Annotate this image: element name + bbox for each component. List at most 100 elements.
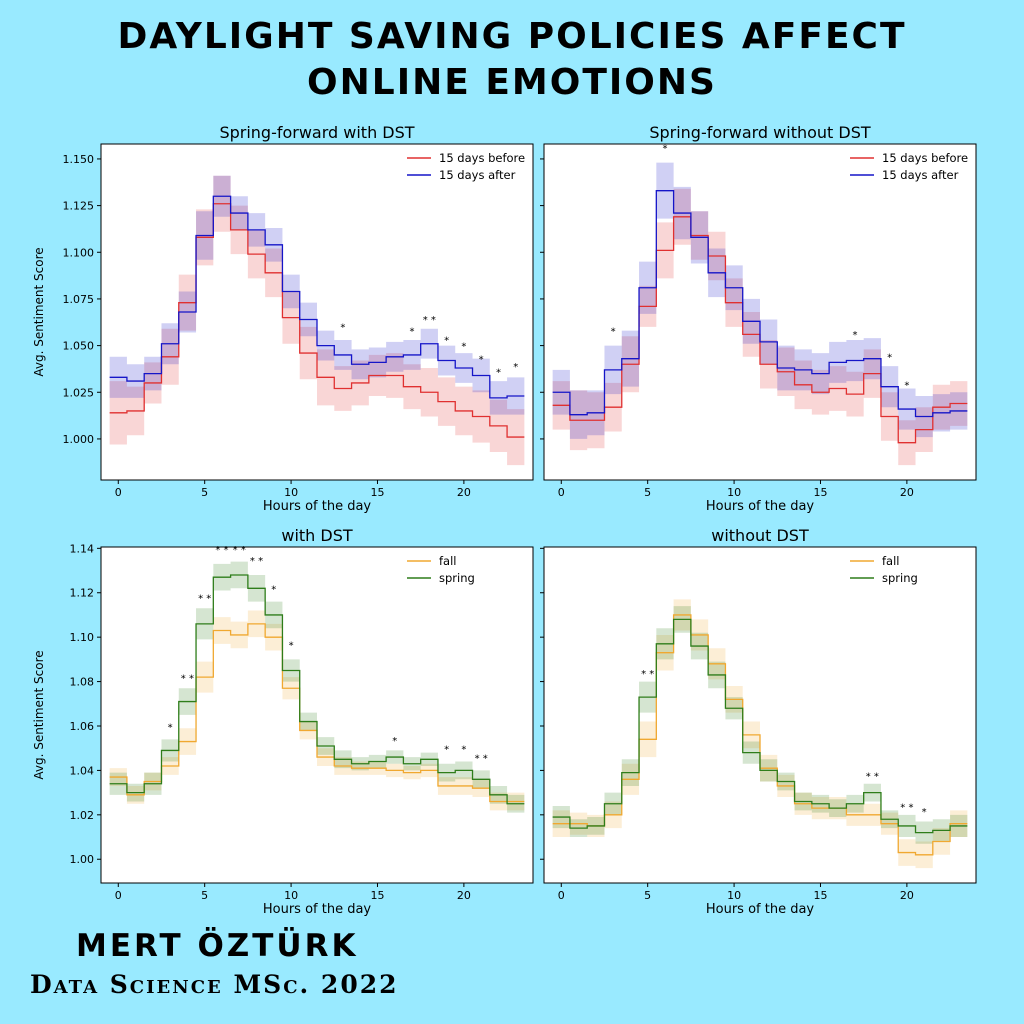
significance-marker: * xyxy=(340,323,345,334)
significance-marker: * xyxy=(922,807,927,818)
y-tick-label: 1.10 xyxy=(70,631,95,644)
legend-label-1: spring xyxy=(439,571,475,585)
x-tick-label: 0 xyxy=(115,486,122,499)
main-title: DAYLIGHT SAVING POLICIES AFFECT ONLINE E… xyxy=(0,14,1024,106)
chart-title: Spring-forward with DST xyxy=(219,123,414,142)
chart-panel-3: * * * * * * * * * * * * * * * * * * 0 5 10 15 20 1.00 1.02… xyxy=(32,526,534,917)
author-name: MERT ÖZTÜRK xyxy=(76,928,359,964)
x-tick-label: 0 xyxy=(115,889,122,902)
x-tick-label: 10 xyxy=(284,486,298,499)
significance-marker: * xyxy=(496,367,501,378)
significance-marker: * * xyxy=(866,771,879,782)
legend-label-1: 15 days after xyxy=(882,168,959,182)
y-tick-label: 1.06 xyxy=(70,720,95,733)
plot-background xyxy=(544,547,976,883)
x-tick-label: 20 xyxy=(457,889,471,902)
x-tick-label: 10 xyxy=(727,486,741,499)
x-tick-label: 10 xyxy=(284,889,298,902)
legend-label-1: 15 days after xyxy=(439,168,516,182)
significance-marker: * xyxy=(168,722,173,733)
x-axis-label: Hours of the day xyxy=(263,499,372,514)
series-line-0 xyxy=(552,216,968,444)
significance-marker: * * xyxy=(215,545,228,556)
y-tick-label: 1.04 xyxy=(70,764,95,777)
chart-title: Spring-forward without DST xyxy=(649,123,871,142)
author-degree: Data Science MSc. 2022 xyxy=(30,970,399,999)
confidence-band-1 xyxy=(552,606,968,844)
chart-panel-2: * * * * * 0 5 10 15 20 Spring-forward without DST H… xyxy=(540,123,977,514)
plot-area xyxy=(109,561,525,813)
significance-marker: * xyxy=(444,745,449,756)
x-tick-label: 0 xyxy=(558,889,565,902)
x-tick-label: 15 xyxy=(370,486,384,499)
y-tick-label: 1.02 xyxy=(70,809,95,822)
main-title-line1: DAYLIGHT SAVING POLICIES AFFECT xyxy=(117,16,907,57)
plot-frame xyxy=(100,546,534,884)
significance-marker: * xyxy=(513,362,518,373)
y-tick-label: 1.150 xyxy=(63,153,95,166)
significance-marker: * xyxy=(461,745,466,756)
x-tick-label: 10 xyxy=(727,889,741,902)
significance-marker: * * xyxy=(250,556,263,567)
y-tick-label: 1.000 xyxy=(63,433,95,446)
plot-background xyxy=(544,144,976,480)
y-tick-label: 1.100 xyxy=(63,246,95,259)
chart-title: with DST xyxy=(281,526,353,545)
significance-marker: * xyxy=(904,381,909,392)
x-tick-label: 5 xyxy=(644,889,651,902)
series-line-1 xyxy=(552,190,968,418)
x-tick-label: 20 xyxy=(457,486,471,499)
legend-label-0: 15 days before xyxy=(439,151,525,165)
y-tick-label: 1.125 xyxy=(63,200,95,213)
significance-marker: * * xyxy=(233,545,246,556)
y-tick-label: 1.12 xyxy=(70,587,95,600)
plot-area xyxy=(552,599,968,869)
confidence-band-1 xyxy=(552,162,968,439)
significance-marker: * * xyxy=(900,802,913,813)
significance-marker: * xyxy=(410,326,415,337)
y-tick-label: 1.00 xyxy=(70,853,95,866)
x-tick-label: 5 xyxy=(644,486,651,499)
significance-marker: * xyxy=(887,353,892,364)
plot-background xyxy=(101,144,533,480)
plot-frame xyxy=(100,143,534,481)
y-tick-label: 1.025 xyxy=(63,386,95,399)
legend-label-1: spring xyxy=(882,571,918,585)
significance-marker: * * xyxy=(475,754,488,765)
significance-marker: * * xyxy=(198,594,211,605)
significance-marker: * * xyxy=(423,315,436,326)
plot-background xyxy=(101,547,533,883)
plot-frame xyxy=(543,143,977,481)
significance-marker: * xyxy=(662,143,667,154)
x-tick-label: 20 xyxy=(900,889,914,902)
x-tick-label: 15 xyxy=(813,486,827,499)
series-line-1 xyxy=(109,574,525,805)
plot-area xyxy=(552,162,968,466)
significance-marker: * xyxy=(392,736,397,747)
series-line-0 xyxy=(109,623,525,803)
legend-label-0: 15 days before xyxy=(882,151,968,165)
y-tick-label: 1.075 xyxy=(63,293,95,306)
significance-marker: * xyxy=(853,330,858,341)
x-tick-label: 15 xyxy=(370,889,384,902)
x-tick-label: 5 xyxy=(201,486,208,499)
significance-marker: * * xyxy=(641,669,654,680)
series-line-1 xyxy=(552,618,968,834)
confidence-band-0 xyxy=(109,610,525,811)
significance-marker: * xyxy=(479,354,484,365)
legend-label-0: fall xyxy=(882,554,900,568)
series-line-0 xyxy=(552,614,968,856)
x-tick-label: 15 xyxy=(813,889,827,902)
x-axis-label: Hours of the day xyxy=(263,902,372,917)
significance-marker: * * xyxy=(181,674,194,685)
chart-panel-1: * * * * * * * * * 0 5 10 15 20 1.000 1.025 1.050 1.075 1.… xyxy=(32,123,534,514)
legend-label-0: fall xyxy=(439,554,457,568)
significance-marker: * xyxy=(461,341,466,352)
plot-area xyxy=(109,175,525,466)
main-title-line2: ONLINE EMOTIONS xyxy=(307,62,717,103)
x-axis-label: Hours of the day xyxy=(706,499,815,514)
y-axis-label: Avg. Sentiment Score xyxy=(32,650,46,779)
plot-frame xyxy=(543,546,977,884)
x-tick-label: 5 xyxy=(201,889,208,902)
